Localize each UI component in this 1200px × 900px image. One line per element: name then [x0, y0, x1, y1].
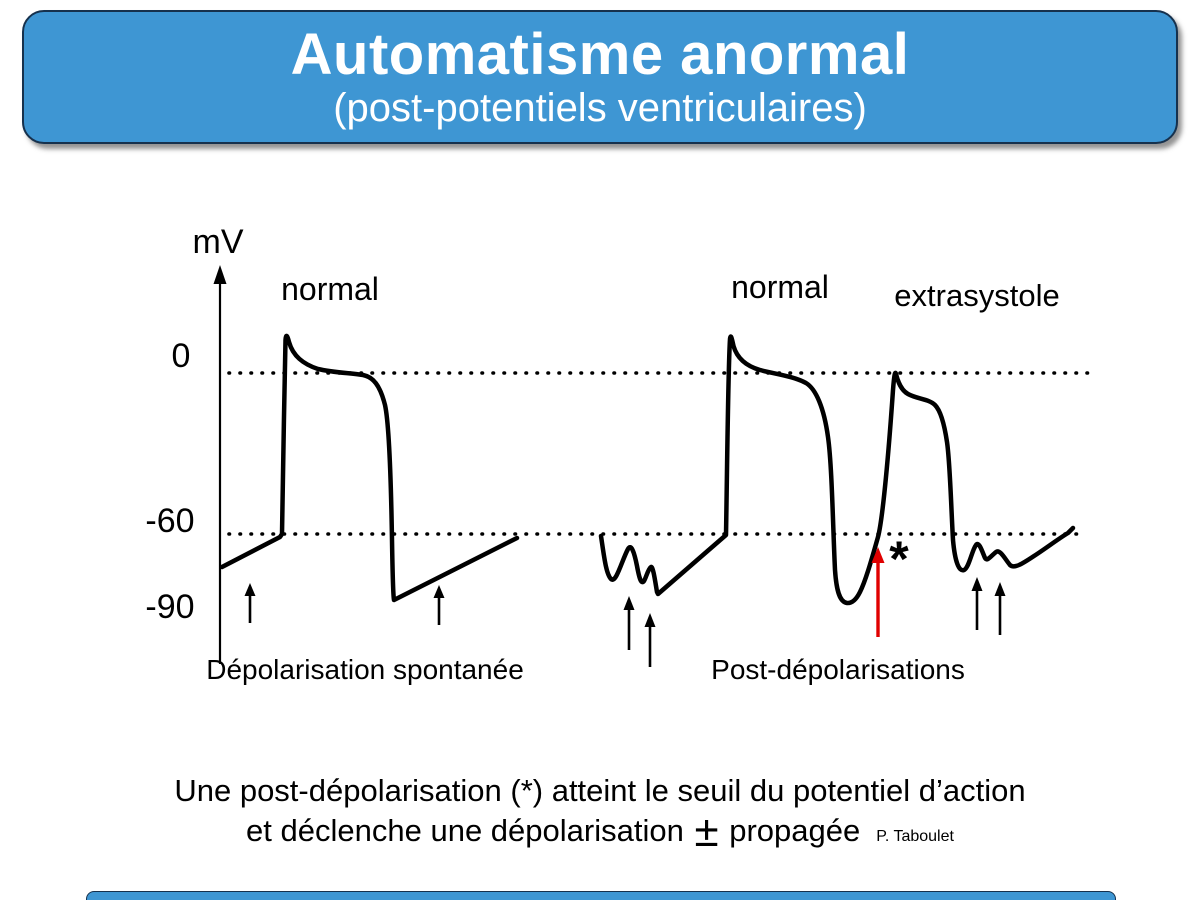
left-up-arrow-1 [244, 583, 256, 623]
right-up-arrow-2 [644, 613, 656, 667]
tick-minus60: -60 [145, 502, 194, 540]
up-arrowhead-icon [244, 583, 256, 596]
right-diagram-caption: Post-dépolarisations [711, 654, 965, 685]
up-arrowhead-icon [994, 582, 1006, 596]
up-arrowhead-icon [623, 596, 635, 610]
up-arrowhead-icon [971, 577, 983, 591]
caption-line-2-end: propagée [729, 813, 861, 849]
red-threshold-arrow [871, 547, 885, 637]
plus-minus-symbol: ± [694, 807, 719, 857]
left-action-potential-trace [219, 333, 520, 603]
right-up-arrow-4 [994, 582, 1006, 635]
red-arrowhead-icon [871, 547, 885, 563]
tick-0: 0 [172, 337, 191, 375]
title-banner: Automatisme anormal (post-potentiels ven… [22, 10, 1178, 144]
axis-unit-label: mV [193, 223, 244, 261]
up-arrowhead-icon [433, 585, 445, 598]
y-axis-arrowhead-icon [213, 265, 227, 284]
explanation-caption: Une post-dépolarisation (*) atteint le s… [0, 771, 1200, 854]
bottom-blue-bar [86, 891, 1116, 900]
caption-line-2-start: et déclenche une dépolarisation [246, 813, 684, 849]
asterisk-marker: * [889, 531, 909, 587]
caption-line-2: et déclenche une dépolarisation ± propag… [0, 810, 1200, 854]
right-normal-label: normal [731, 269, 829, 305]
slide-title: Automatisme anormal [290, 21, 910, 87]
up-arrowhead-icon [644, 613, 656, 627]
left-up-arrow-2 [433, 585, 445, 625]
tick-minus90: -90 [145, 588, 194, 626]
caption-line-1: Une post-dépolarisation (*) atteint le s… [174, 773, 1026, 808]
right-up-arrow-3 [971, 577, 983, 630]
author-attribution: P. Taboulet [876, 828, 954, 846]
slide-subtitle: (post-potentiels ventriculaires) [333, 86, 867, 131]
left-diagram-caption: Dépolarisation spontanée [206, 654, 524, 685]
right-action-potential-trace [598, 334, 1076, 606]
extrasystole-label: extrasystole [894, 278, 1059, 313]
right-up-arrow-1 [623, 596, 635, 650]
left-normal-label: normal [281, 271, 379, 307]
